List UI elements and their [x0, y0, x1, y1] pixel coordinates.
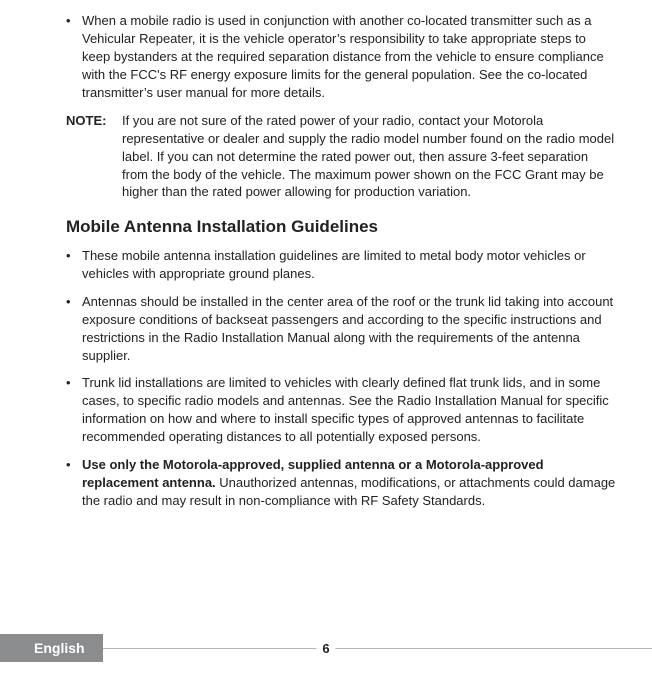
note-text: If you are not sure of the rated power o…	[122, 112, 616, 202]
bullet-marker: •	[66, 293, 82, 365]
bullet-marker: •	[66, 247, 82, 283]
bullet-text: Use only the Motorola-approved, supplied…	[82, 456, 616, 510]
footer-rule	[103, 648, 652, 649]
bullet-marker: •	[66, 374, 82, 446]
note-label: NOTE:	[66, 112, 122, 202]
guideline-bullet-3: • Trunk lid installations are limited to…	[66, 374, 616, 446]
bullet-text: These mobile antenna installation guidel…	[82, 247, 616, 283]
page-number: 6	[316, 641, 335, 656]
guideline-bullet-2: • Antennas should be installed in the ce…	[66, 293, 616, 365]
bullet-text: When a mobile radio is used in conjuncti…	[82, 12, 616, 102]
intro-bullet: • When a mobile radio is used in conjunc…	[66, 12, 616, 102]
page-content: • When a mobile radio is used in conjunc…	[0, 0, 652, 510]
page-footer: English 6	[0, 634, 652, 662]
bullet-marker: •	[66, 456, 82, 510]
language-tab: English	[0, 634, 103, 662]
guideline-bullet-1: • These mobile antenna installation guid…	[66, 247, 616, 283]
section-heading: Mobile Antenna Installation Guidelines	[66, 215, 616, 238]
bullet-text: Trunk lid installations are limited to v…	[82, 374, 616, 446]
note-block: NOTE: If you are not sure of the rated p…	[66, 112, 616, 202]
bullet-marker: •	[66, 12, 82, 102]
guideline-bullet-4: • Use only the Motorola-approved, suppli…	[66, 456, 616, 510]
bullet-text: Antennas should be installed in the cent…	[82, 293, 616, 365]
